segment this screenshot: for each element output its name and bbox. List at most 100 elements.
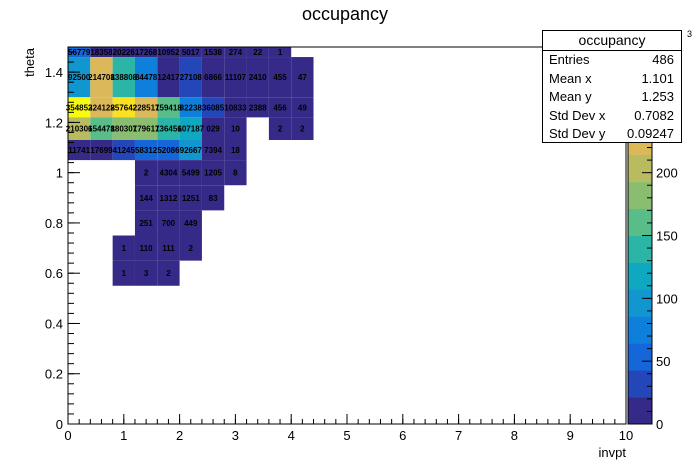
cell-label: 83	[209, 194, 218, 203]
palette-segment	[628, 208, 652, 236]
heatmap-cell	[268, 47, 292, 58]
cell-label: 3	[144, 269, 149, 278]
cell-label: 214708	[88, 73, 115, 82]
stats-label: Std Dev y	[549, 126, 606, 141]
cell-label: 700	[162, 219, 176, 228]
palette-tick-label: 150	[656, 229, 678, 244]
cell-label: 1	[122, 269, 127, 278]
cell-label: 154478	[88, 125, 115, 134]
heatmap-cell	[112, 139, 135, 161]
heatmap-cell	[134, 139, 158, 161]
heatmap-cell	[179, 57, 202, 98]
heatmap-cell	[112, 260, 135, 286]
heatmap-cell	[90, 57, 113, 98]
x-tick-label: 8	[511, 428, 518, 443]
cell-label: 20226	[113, 48, 136, 57]
cell-label: 18358	[90, 48, 113, 57]
heatmap-cell	[134, 117, 158, 140]
cell-label: 251	[139, 219, 153, 228]
heatmap-cell	[224, 160, 247, 186]
heatmap-cell	[157, 235, 180, 261]
y-axis-label: theta	[22, 47, 37, 77]
heatmap-cell	[157, 210, 180, 236]
cell-label: 27108	[180, 73, 203, 82]
palette-tick-label: 200	[656, 166, 678, 181]
cell-label: 56779	[68, 48, 91, 57]
palette-tick-label: 0	[656, 417, 663, 432]
cell-label: 22	[253, 48, 262, 57]
heatmap-cell	[201, 57, 225, 98]
cell-label: 136456	[155, 125, 182, 134]
cell-label: 18	[231, 146, 240, 155]
palette-segment	[628, 397, 652, 425]
cell-label: 449	[184, 219, 198, 228]
cell-label: 82238	[180, 103, 203, 112]
cell-label: 111	[162, 244, 175, 253]
cell-label: 2	[278, 125, 283, 134]
heatmap-cell	[90, 97, 113, 118]
y-tick-label: 0	[56, 417, 63, 432]
cell-label: 2410	[249, 73, 267, 82]
heatmap-cell	[201, 97, 225, 118]
heatmap-cell	[268, 57, 292, 98]
palette-segment	[628, 181, 652, 210]
cell-label: 274	[229, 48, 243, 57]
heatmap-cell	[246, 97, 269, 118]
cell-label: 10833	[224, 103, 247, 112]
cell-label: 224128	[88, 103, 115, 112]
palette-segment	[628, 154, 652, 183]
heatmap-cell	[134, 235, 158, 261]
cell-label: 1251	[182, 194, 200, 203]
heatmap-cell	[157, 160, 180, 186]
cell-label: 455	[273, 73, 287, 82]
cell-label: 107187	[177, 125, 204, 134]
y-tick-label: 1.4	[45, 65, 63, 80]
cell-label: 257642	[110, 103, 137, 112]
heatmap-cell	[112, 47, 135, 58]
cell-label: 41245	[113, 146, 136, 155]
stats-label: Mean x	[549, 70, 592, 86]
heatmap-cell	[179, 139, 202, 161]
heatmap-cell	[224, 139, 247, 161]
heatmap-cell	[268, 97, 292, 118]
stats-value: 1.101	[641, 70, 674, 86]
stats-row-std-dev-y: Std Dev y 0.09247	[543, 125, 681, 144]
palette-segment	[628, 316, 652, 344]
heatmap-cells	[68, 47, 314, 286]
cell-label: 7394	[204, 146, 222, 155]
x-tick-label: 6	[399, 428, 406, 443]
stats-value: 0.09247	[627, 126, 674, 141]
y-tick-label: 0.6	[45, 266, 63, 281]
cell-label: 144	[139, 194, 153, 203]
heatmap-cell	[179, 97, 202, 118]
heatmap-cell	[134, 260, 158, 286]
x-tick-label: 10	[619, 428, 633, 443]
heatmap-cell	[201, 160, 225, 186]
palette-segment	[628, 289, 652, 317]
cell-label: 2388	[249, 103, 267, 112]
stats-row-entries: Entries 486	[543, 51, 681, 70]
cell-label: 17268	[135, 48, 158, 57]
x-axis: 0 1 2 3 4 5 6 7 8 9 10	[64, 414, 633, 443]
y-tick-label: 1.2	[45, 115, 63, 130]
x-tick-label: 7	[455, 428, 462, 443]
x-tick-label: 2	[176, 428, 183, 443]
heatmap-cell	[179, 47, 202, 58]
heatmap-cell	[224, 97, 247, 118]
cell-label: 84478	[135, 73, 158, 82]
chart-title: occupancy	[302, 4, 388, 24]
palette-exponent-label: 3	[687, 29, 692, 39]
x-tick-label: 1	[120, 428, 127, 443]
palette-tick-label: 100	[656, 291, 678, 306]
heatmap-cell	[112, 117, 135, 140]
cell-label: 10	[231, 125, 240, 134]
heatmap-cell	[68, 139, 91, 161]
palette-tick-label: 50	[656, 354, 670, 369]
cell-label: 2	[166, 269, 171, 278]
heatmap-cell	[157, 260, 180, 286]
heatmap-cell-labels: 56779 18358 20226 17268 10952 5017 1538 274 22 19…	[66, 48, 308, 278]
cell-label: 456	[273, 103, 287, 112]
x-tick-label: 4	[288, 428, 295, 443]
heatmap-cell	[268, 117, 292, 140]
